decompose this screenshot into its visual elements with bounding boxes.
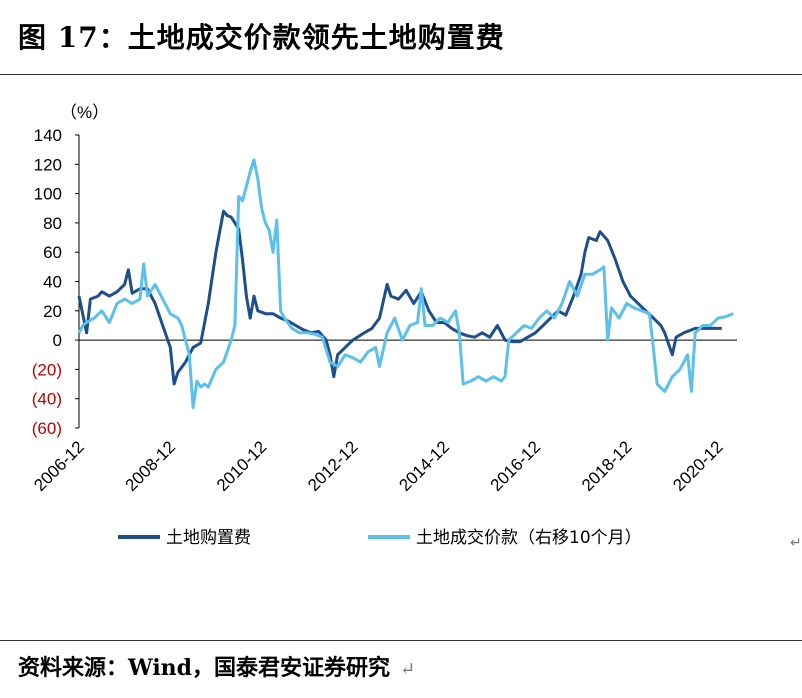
x-tick-label: 2008-12 [122, 437, 180, 495]
x-tick-label: 2020-12 [669, 437, 727, 495]
series-lines [77, 158, 734, 409]
y-tick-label: 40 [43, 273, 62, 292]
y-tick-label: 60 [43, 243, 62, 262]
x-tick-label: 2006-12 [30, 437, 88, 495]
page-title: 图 17：土地成交价款领先土地购置费 [18, 21, 505, 54]
return-mark: ↵ [400, 659, 416, 680]
bottom-divider [0, 640, 802, 641]
top-divider [0, 74, 802, 75]
y-unit-label: （%） [60, 103, 109, 122]
x-tick-labels: 2006-12 2008-12 2010-12 2012-12 2014-12 2016-… [30, 437, 727, 495]
y-tick-labels: 140 120 100 80 60 40 20 0 (20) (40) (60) [32, 126, 79, 438]
y-tick-label: (40) [32, 390, 62, 409]
y-tick-label: (20) [32, 360, 62, 379]
edge-return-mark: ↵ [790, 535, 802, 551]
y-tick-label: (60) [32, 419, 62, 438]
x-tick-label: 2018-12 [578, 437, 636, 495]
series-line-land-transaction-value [77, 158, 734, 409]
chart-axes [78, 135, 737, 428]
legend: 土地购置费 土地成交价款（右移10个月） [118, 528, 642, 548]
y-tick-label: 0 [53, 331, 62, 350]
line-chart: （%） 140 120 100 80 60 40 20 0 (20) (40) (60) 2006-… [30, 103, 737, 548]
y-tick-label: 140 [34, 126, 62, 145]
x-tick-label: 2010-12 [213, 437, 271, 495]
x-tick-label: 2016-12 [487, 437, 545, 495]
x-tick-label: 2012-12 [304, 437, 362, 495]
source-text: 资料来源：Wind，国泰君安证券研究 [18, 655, 391, 681]
y-tick-label: 100 [34, 185, 62, 204]
series-line-land-purchase-fee [77, 209, 722, 386]
y-tick-label: 120 [34, 155, 62, 174]
legend-label-land-transaction-value: 土地成交价款（右移10个月） [416, 528, 642, 548]
source-note: 资料来源：Wind，国泰君安证券研究 ↵ [18, 650, 415, 682]
y-tick-label: 20 [43, 302, 62, 321]
x-tick-label: 2014-12 [395, 437, 453, 495]
y-tick-label: 80 [43, 214, 62, 233]
legend-label-land-purchase-fee: 土地购置费 [166, 528, 251, 548]
